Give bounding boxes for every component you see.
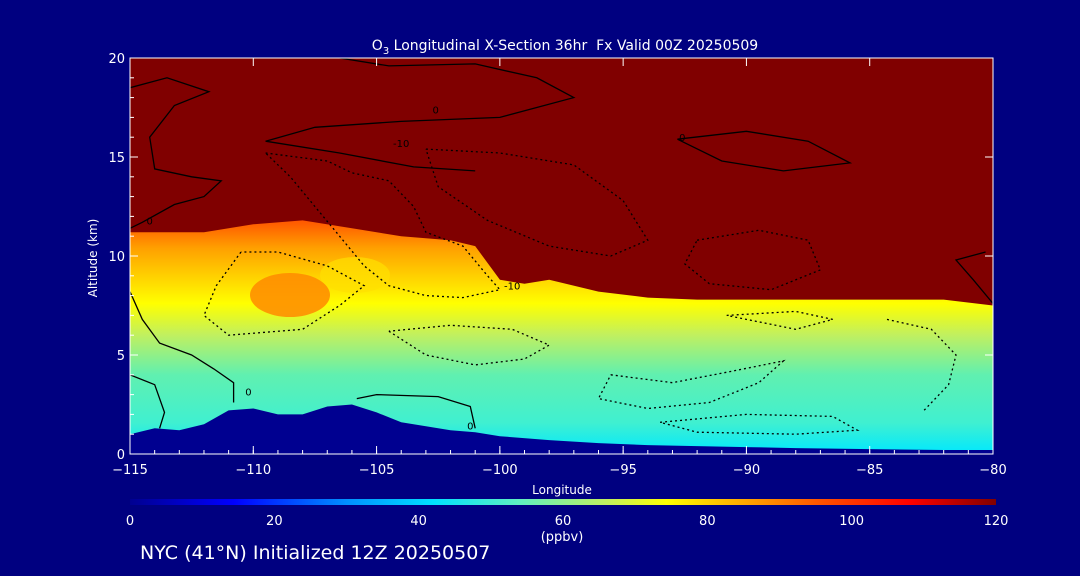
colorbar: 0 20 40 60 80 100 120 (ppbv) (126, 499, 1009, 545)
colorbar-tick-label: 20 (266, 514, 283, 529)
colorbar-tick-label: 0 (126, 514, 134, 529)
contour-label: 0 (679, 133, 685, 144)
contour-lines-negative (203, 148, 957, 435)
colorbar-tick-label: 40 (410, 514, 427, 529)
y-tick-label: 5 (117, 349, 125, 364)
plot-area (130, 58, 993, 454)
contour-label: 0 (147, 216, 153, 227)
y-tick-label: 10 (108, 250, 125, 265)
x-tick-label: −110 (235, 463, 271, 478)
y-axis: 0 5 10 15 20 (108, 52, 993, 463)
x-tick-label: −105 (359, 463, 395, 478)
contour-labels: 0 -10 0 -10 0 0 0 (147, 105, 686, 432)
colorbar-gradient (130, 499, 996, 505)
contour-lines (130, 58, 993, 429)
ozone-blob-orange (250, 273, 330, 317)
y-tick-label: 15 (108, 151, 125, 166)
x-axis-label: Longitude (532, 483, 592, 497)
colorbar-tick-label: 100 (839, 514, 864, 529)
x-tick-label: −95 (609, 463, 636, 478)
ozone-field-stratosphere (130, 58, 993, 306)
x-tick-label: −80 (979, 463, 1006, 478)
x-tick-label: −85 (856, 463, 883, 478)
contour-label: 0 (467, 421, 473, 432)
colorbar-tick-label: 120 (984, 514, 1009, 529)
footer-init-info: NYC (41°N) Initialized 12Z 20250507 (140, 542, 491, 564)
x-tick-label: −90 (733, 463, 760, 478)
y-axis-label: Altitude (km) (86, 219, 100, 298)
colorbar-tick-label: 60 (555, 514, 572, 529)
contour-label: 0 (245, 388, 251, 399)
x-tick-label: −100 (482, 463, 518, 478)
colorbar-unit-label: (ppbv) (541, 530, 584, 545)
contour-label: 0 (433, 105, 439, 116)
colorbar-tick-label: 80 (699, 514, 716, 529)
contour-label: -10 (393, 139, 409, 150)
chart-title: O3 Longitudinal X-Section 36hr Fx Valid … (372, 38, 758, 57)
y-tick-label: 20 (108, 52, 125, 67)
terrain-mask (130, 404, 993, 454)
y-tick-label: 0 (117, 448, 125, 463)
contour-label: -10 (504, 282, 520, 293)
x-axis: −115 −110 −105 −100 −95 −90 −85 −80 (112, 58, 1007, 478)
colorbar-ticks: 0 20 40 60 80 100 120 (126, 514, 1009, 529)
x-tick-label: −115 (112, 463, 148, 478)
ozone-blob-yellow (320, 257, 390, 293)
